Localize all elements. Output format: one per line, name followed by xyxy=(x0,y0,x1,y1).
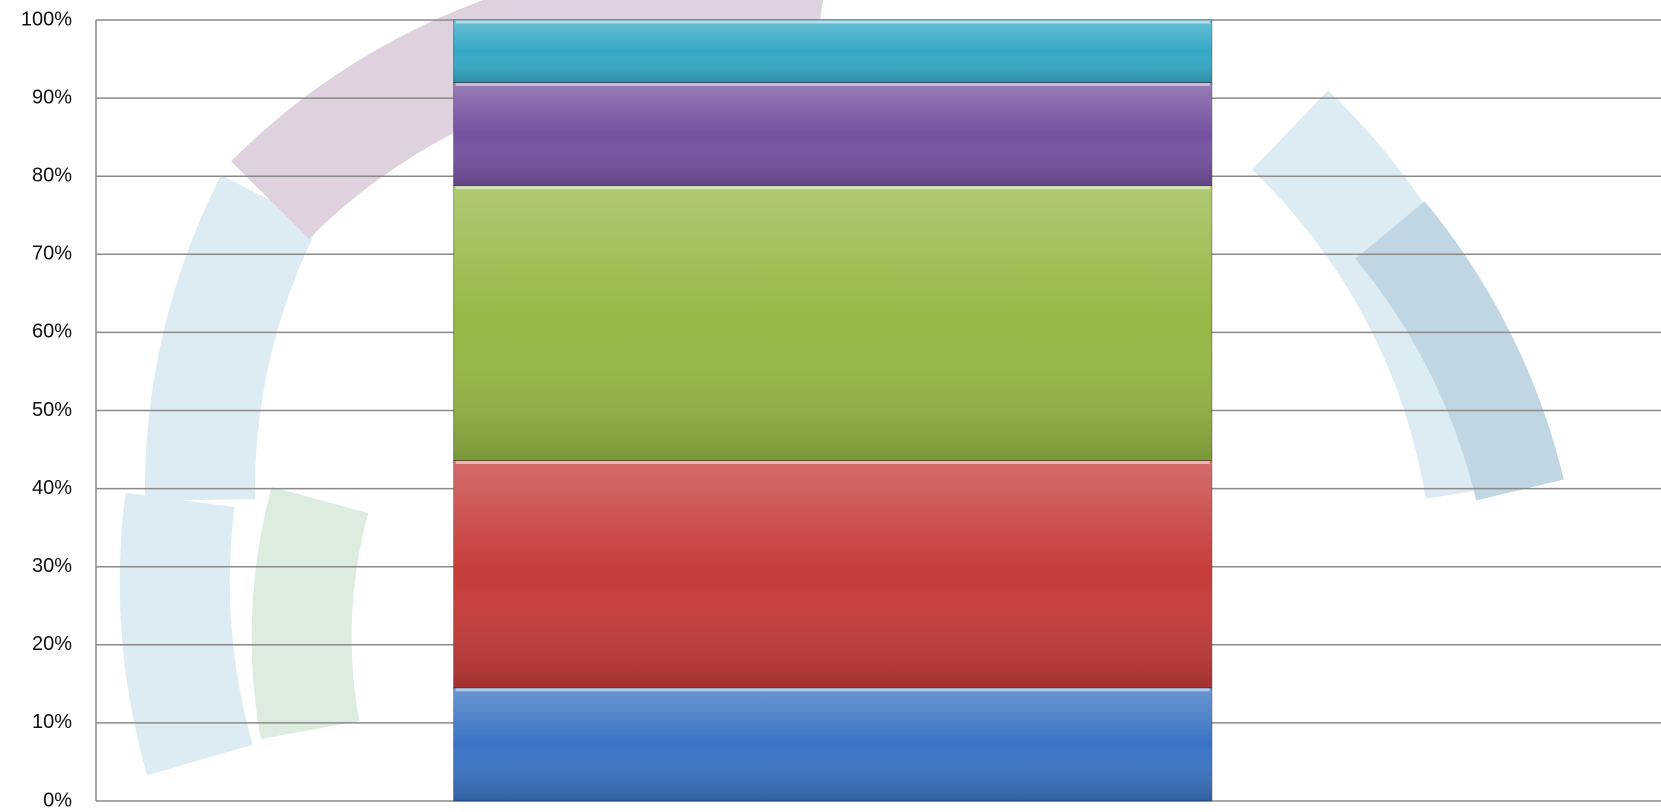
y-tick-label: 10% xyxy=(32,711,72,733)
y-tick-label: 90% xyxy=(32,86,72,108)
chart: 0% 10% 20% 30% 40% 50% 60% 70% 80% 90% 100% xyxy=(0,0,1661,812)
bar-shine xyxy=(454,82,1212,185)
y-tick-label: 30% xyxy=(32,555,72,577)
y-tick-label: 0% xyxy=(43,789,72,811)
bar-shine xyxy=(454,460,1212,687)
y-tick-label: 100% xyxy=(21,8,72,30)
y-tick-label: 70% xyxy=(32,243,72,265)
bar-shine xyxy=(454,20,1212,82)
y-tick-label: 20% xyxy=(32,633,72,655)
y-tick-label: 50% xyxy=(32,399,72,421)
y-tick-label: 60% xyxy=(32,321,72,343)
y-tick-label: 80% xyxy=(32,164,72,186)
bar-shine xyxy=(454,186,1212,461)
y-tick-label: 40% xyxy=(32,477,72,499)
bar-shine xyxy=(454,688,1212,801)
